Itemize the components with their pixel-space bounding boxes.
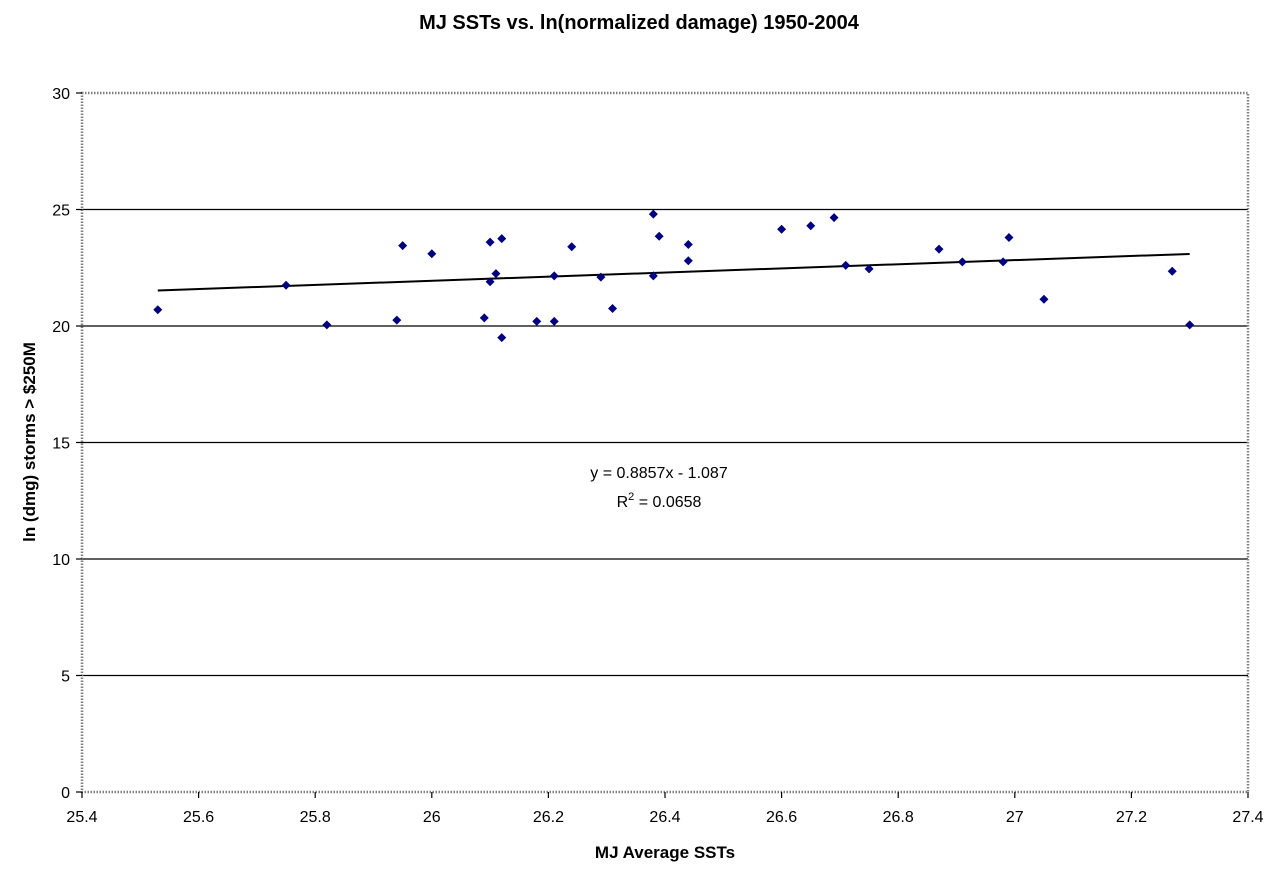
r-squared-value: = 0.0658 [634, 494, 701, 511]
x-tick-label-27: 27 [1006, 809, 1024, 826]
data-point-19 [648, 209, 658, 219]
data-point-7 [479, 313, 489, 323]
y-tick-label-30: 30 [52, 86, 70, 103]
r-squared-superscript: 2 [628, 491, 634, 503]
x-axis-ticks: 25.4 25.6 25.8 26 26.2 26.4 26.6 26.8 27 27.2 27.4 [66, 792, 1264, 826]
y-axis-title: ln (dmg) storms > $250M [20, 342, 39, 542]
y-tick-label-20: 20 [52, 319, 70, 336]
x-axis-title: MJ Average SSTs [594, 843, 736, 862]
x-tick-label-25.4: 25.4 [66, 809, 97, 826]
y-tick-label-0: 0 [61, 785, 70, 802]
data-point-35 [1185, 320, 1195, 330]
x-tick-label-25.8: 25.8 [300, 809, 331, 826]
y-tick-label-15: 15 [52, 436, 70, 453]
x-tick-label-27.4: 27.4 [1232, 809, 1263, 826]
trendline [157, 252, 1190, 292]
data-point-10 [491, 269, 501, 279]
r-squared-prefix: R [617, 494, 629, 511]
data-point-11 [497, 234, 507, 244]
data-point-32 [1004, 232, 1014, 242]
data-point-20 [648, 271, 658, 281]
data-point-27 [841, 260, 851, 270]
data-point-16 [567, 242, 577, 252]
x-tick-label-26.4: 26.4 [649, 809, 680, 826]
data-point-17 [596, 272, 606, 282]
data-point-8 [485, 237, 495, 247]
data-point-22 [683, 239, 693, 249]
x-tick-label-27.2: 27.2 [1116, 809, 1147, 826]
r-squared-label: R2 = 0.0658 [617, 491, 702, 511]
y-axis-ticks: 0 5 10 15 20 25 30 [52, 86, 82, 802]
data-point-3 [322, 320, 332, 330]
data-point-25 [806, 221, 816, 231]
data-point-34 [1167, 266, 1177, 276]
data-point-9 [485, 277, 495, 287]
data-point-4 [392, 315, 402, 325]
data-point-14 [549, 316, 559, 326]
data-point-12 [497, 333, 507, 343]
data-point-6 [427, 249, 437, 259]
data-point-24 [777, 224, 787, 234]
data-point-29 [934, 244, 944, 254]
chart-title: MJ SSTs vs. ln(normalized damage) 1950-2… [419, 12, 859, 34]
y-tick-label-10: 10 [52, 552, 70, 569]
x-tick-label-26.2: 26.2 [533, 809, 564, 826]
data-point-2 [281, 280, 291, 290]
data-points [153, 209, 1195, 343]
trendline-equation: y = 0.8857x - 1.087 [590, 465, 728, 482]
data-point-31 [998, 257, 1008, 267]
x-tick-label-26.8: 26.8 [883, 809, 914, 826]
data-point-30 [957, 257, 967, 267]
x-tick-label-26.6: 26.6 [766, 809, 797, 826]
trendline-group [157, 252, 1190, 292]
data-point-13 [532, 316, 542, 326]
data-point-26 [829, 213, 839, 223]
data-point-5 [398, 241, 408, 251]
y-tick-label-25: 25 [52, 203, 70, 220]
data-point-28 [864, 264, 874, 274]
data-point-21 [654, 231, 664, 241]
data-point-18 [608, 304, 618, 314]
data-point-15 [549, 271, 559, 281]
data-point-33 [1039, 294, 1049, 304]
x-tick-label-26: 26 [423, 809, 441, 826]
y-tick-label-5: 5 [61, 669, 70, 686]
grid-lines [82, 208, 1248, 677]
x-tick-label-25.6: 25.6 [183, 809, 214, 826]
data-point-1 [153, 305, 163, 315]
data-point-23 [683, 256, 693, 266]
